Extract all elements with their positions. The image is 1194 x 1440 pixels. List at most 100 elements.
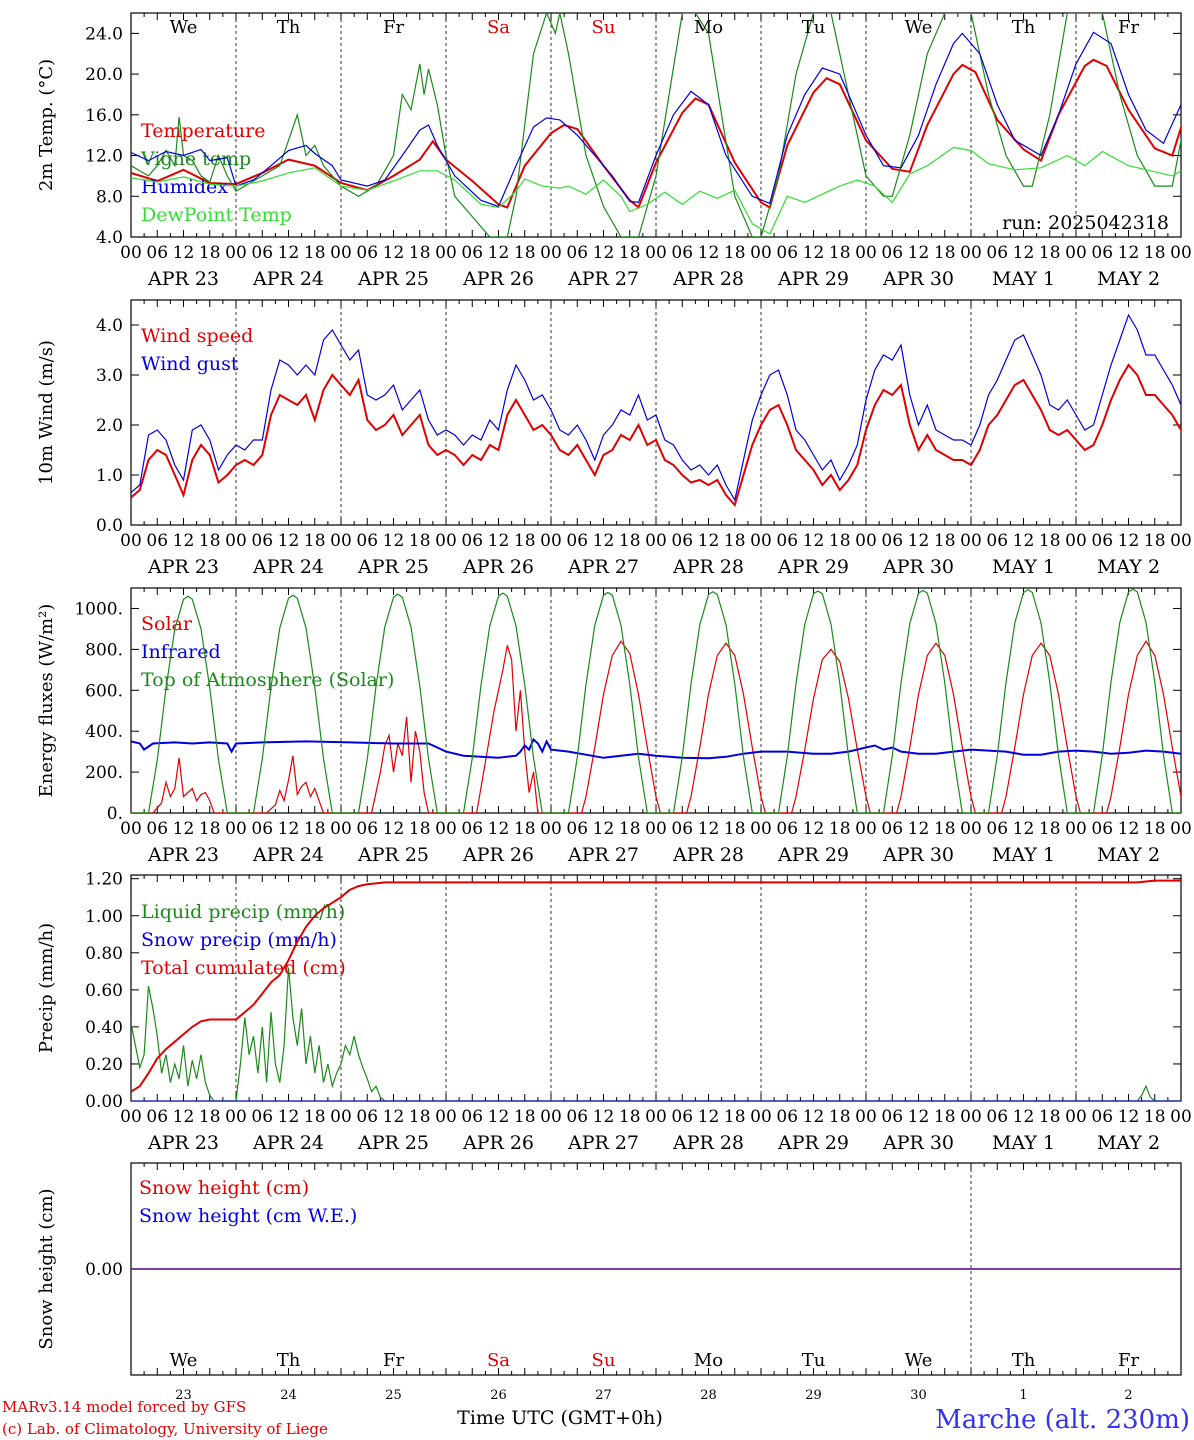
date-label: APR 26 bbox=[462, 1132, 534, 1154]
hour-label: 00 bbox=[540, 531, 562, 551]
hour-label: 12 bbox=[698, 1107, 720, 1127]
weekday-label: Sa bbox=[487, 1350, 510, 1371]
day-number-label: 26 bbox=[490, 1388, 507, 1403]
date-label: APR 30 bbox=[882, 556, 954, 578]
hour-label: 18 bbox=[1039, 531, 1061, 551]
hour-label: 00 bbox=[540, 243, 562, 263]
date-label: MAY 1 bbox=[992, 1132, 1055, 1154]
hour-label: 12 bbox=[593, 243, 615, 263]
hour-label: 12 bbox=[173, 531, 195, 551]
weekday-label: Th bbox=[1012, 17, 1036, 38]
hour-label: 06 bbox=[776, 243, 798, 263]
hour-label: 06 bbox=[1091, 531, 1113, 551]
day-number-label: 29 bbox=[805, 1388, 822, 1403]
y-tick-label: 8.0 bbox=[96, 187, 123, 207]
hour-label: 06 bbox=[461, 819, 483, 839]
hour-label: 00 bbox=[330, 531, 352, 551]
y-tick-label: 2.0 bbox=[96, 416, 123, 436]
day-number-label: 2 bbox=[1124, 1388, 1132, 1403]
hour-label: 06 bbox=[671, 819, 693, 839]
hour-label: 12 bbox=[593, 819, 615, 839]
hour-label: 00 bbox=[330, 243, 352, 263]
date-label: APR 24 bbox=[252, 556, 324, 578]
date-label: APR 25 bbox=[357, 1132, 429, 1154]
hour-label: 06 bbox=[356, 243, 378, 263]
hour-label: 06 bbox=[776, 531, 798, 551]
hour-label: 12 bbox=[1118, 531, 1140, 551]
hour-label: 12 bbox=[698, 243, 720, 263]
legend-entry: Snow precip (mm/h) bbox=[141, 929, 337, 951]
hour-label: 00 bbox=[960, 243, 982, 263]
date-label: APR 27 bbox=[567, 268, 639, 290]
y-tick-label: 0.00 bbox=[85, 1260, 123, 1280]
hour-label: 00 bbox=[225, 531, 247, 551]
hour-label: 12 bbox=[173, 243, 195, 263]
hour-label: 06 bbox=[461, 531, 483, 551]
series-line-3 bbox=[131, 879, 1181, 1093]
hour-label: 06 bbox=[146, 1107, 168, 1127]
legend-entry: Solar bbox=[141, 613, 193, 635]
y-axis-title: 10m Wind (m/s) bbox=[36, 340, 57, 485]
date-label: MAY 2 bbox=[1097, 1132, 1160, 1154]
hour-label: 18 bbox=[1039, 1107, 1061, 1127]
date-label: MAY 2 bbox=[1097, 556, 1160, 578]
date-label: MAY 1 bbox=[992, 556, 1055, 578]
weekday-label: Sa bbox=[487, 17, 510, 38]
date-label: APR 23 bbox=[147, 268, 219, 290]
y-tick-label: 0.00 bbox=[85, 1092, 123, 1112]
hour-label: 00 bbox=[750, 1107, 772, 1127]
hour-label: 18 bbox=[619, 1107, 641, 1127]
hour-label: 12 bbox=[383, 243, 405, 263]
hour-label: 18 bbox=[829, 819, 851, 839]
hour-label: 12 bbox=[173, 1107, 195, 1127]
date-label: MAY 1 bbox=[992, 844, 1055, 866]
series-line-2 bbox=[131, 313, 1181, 502]
hour-label: 00 bbox=[225, 1107, 247, 1127]
hour-label: 00 bbox=[1170, 531, 1192, 551]
weekday-label: Tu bbox=[802, 1350, 826, 1371]
hour-label: 06 bbox=[881, 243, 903, 263]
day-number-label: 1 bbox=[1019, 1388, 1027, 1403]
date-label: APR 27 bbox=[567, 844, 639, 866]
legend-entry: Infrared bbox=[141, 641, 221, 663]
weekday-label: Su bbox=[592, 1350, 616, 1371]
legend-entry: Total cumulated (cm) bbox=[141, 957, 346, 979]
date-label: APR 26 bbox=[462, 844, 534, 866]
hour-label: 00 bbox=[645, 1107, 667, 1127]
legend-entry: Snow height (cm W.E.) bbox=[139, 1205, 357, 1227]
day-number-label: 27 bbox=[595, 1388, 612, 1403]
y-tick-label: 0.40 bbox=[85, 1018, 123, 1038]
hour-label: 18 bbox=[619, 243, 641, 263]
hour-label: 00 bbox=[435, 243, 457, 263]
date-label: MAY 2 bbox=[1097, 268, 1160, 290]
date-label: APR 30 bbox=[882, 1132, 954, 1154]
legend-entry: Humidex bbox=[141, 176, 228, 198]
date-label: APR 28 bbox=[672, 1132, 744, 1154]
legend-entry: Snow height (cm) bbox=[139, 1177, 309, 1199]
hour-label: 12 bbox=[1013, 531, 1035, 551]
hour-label: 12 bbox=[698, 531, 720, 551]
date-label: APR 28 bbox=[672, 844, 744, 866]
date-label: APR 23 bbox=[147, 1132, 219, 1154]
weekday-label: Mo bbox=[694, 1350, 723, 1371]
hour-label: 00 bbox=[1170, 1107, 1192, 1127]
hour-label: 12 bbox=[278, 531, 300, 551]
hour-label: 06 bbox=[986, 243, 1008, 263]
hour-label: 00 bbox=[330, 1107, 352, 1127]
date-label: MAY 2 bbox=[1097, 844, 1160, 866]
hour-label: 00 bbox=[645, 531, 667, 551]
hour-label: 00 bbox=[855, 243, 877, 263]
hour-label: 18 bbox=[514, 1107, 536, 1127]
date-label: APR 24 bbox=[252, 268, 324, 290]
hour-label: 06 bbox=[671, 243, 693, 263]
hour-label: 00 bbox=[540, 1107, 562, 1127]
hour-label: 18 bbox=[724, 243, 746, 263]
panel-5: 0.00 Snow height (cm) Snow height (cm) Snow… bbox=[36, 1162, 1182, 1403]
hour-label: 18 bbox=[304, 531, 326, 551]
y-tick-label: 600. bbox=[85, 681, 123, 701]
hour-label: 00 bbox=[435, 1107, 457, 1127]
hour-label: 12 bbox=[803, 243, 825, 263]
hour-label: 00 bbox=[1170, 819, 1192, 839]
weekday-label: Th bbox=[1012, 1350, 1036, 1371]
